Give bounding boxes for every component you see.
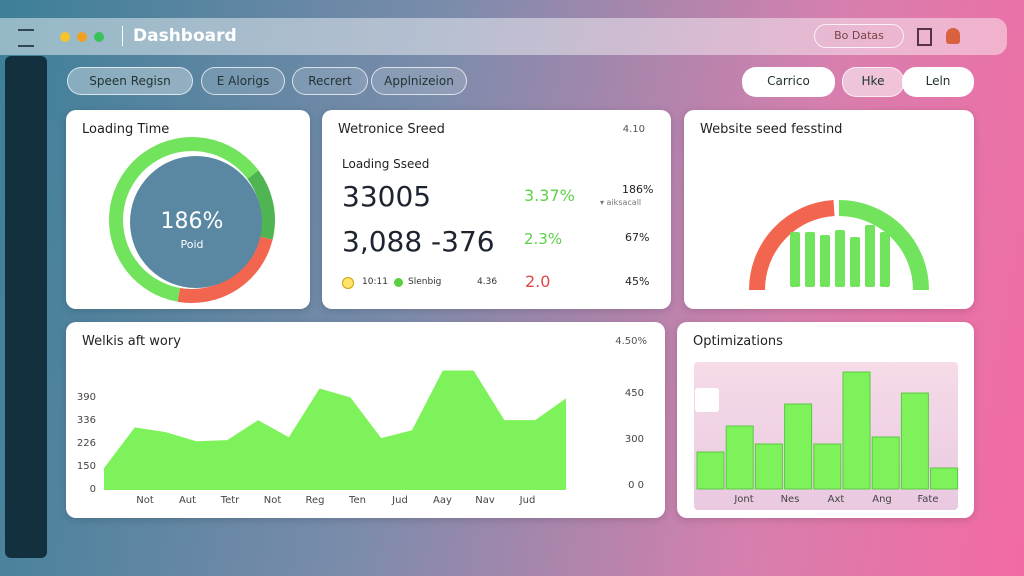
area xyxy=(104,370,566,490)
bar xyxy=(871,436,900,490)
x-tick-label: Ang xyxy=(872,494,892,505)
bar xyxy=(930,467,959,490)
footer-icon xyxy=(342,277,354,289)
filter-pill[interactable]: Speen Regisn xyxy=(67,67,193,95)
sidebar xyxy=(5,56,47,558)
doc-icon[interactable] xyxy=(917,28,932,46)
x-tick-label: Not xyxy=(264,495,282,506)
loading-time-card: Loading Time 186% Poid xyxy=(66,110,310,309)
optimizations-card: Optimizations Jont Nes Axt Ang Fate xyxy=(677,322,974,518)
footer-text: Slenbig xyxy=(408,277,442,287)
gauge-arc-green xyxy=(838,200,929,291)
y-tick-label: 390 xyxy=(77,392,96,403)
dot-yellow xyxy=(60,32,70,42)
corner-text: 4.10 xyxy=(622,124,645,135)
bar xyxy=(784,403,813,490)
x-tick-label: Fate xyxy=(917,494,938,505)
filter-pill[interactable]: Recrert xyxy=(292,67,368,95)
avatar[interactable] xyxy=(946,28,960,44)
change: 2.3% xyxy=(524,230,563,248)
dropdown[interactable]: Leln xyxy=(902,67,974,97)
card-title: Optimizations xyxy=(693,334,783,349)
gauge-bar xyxy=(820,235,830,287)
top-bar: Dashboard Bo Datas xyxy=(0,18,1007,55)
gauge-bar xyxy=(790,232,800,287)
activity-card: Welkis aft wory 4.50% 390 336 226 150 0 450 30… xyxy=(66,322,665,518)
change: 3.37% xyxy=(524,186,575,205)
x-tick-label: Aay xyxy=(433,495,452,506)
donut-label: Poid xyxy=(180,238,203,251)
x-tick-label: Jud xyxy=(519,495,536,506)
footer-value: 2.0 xyxy=(525,272,551,291)
gauge-bar xyxy=(850,237,860,287)
y-tick-label: 336 xyxy=(77,415,96,426)
y-tick-label: 226 xyxy=(77,438,96,449)
area-chart: 390 336 226 150 0 450 300 0 0 Not Aut Tetr Not Reg Te… xyxy=(77,370,644,506)
note: ▾ aiksacall xyxy=(600,198,642,207)
donut: 186% Poid xyxy=(108,137,275,303)
y-tick-label: 0 0 xyxy=(628,480,644,491)
subtitle: Loading Sseed xyxy=(342,157,430,171)
status-dot xyxy=(394,278,403,287)
gauge-bar xyxy=(805,232,815,287)
gauge-arc-red xyxy=(748,200,835,291)
app-title: Dashboard xyxy=(122,26,237,46)
footer-text: 10:11 xyxy=(362,277,388,287)
bar-chart: Jont Nes Axt Ang Fate xyxy=(694,362,959,510)
x-tick-label: Not xyxy=(136,495,154,506)
card-title: Welkis aft wory xyxy=(82,334,181,349)
gauge-card: Website seed fesstind xyxy=(684,110,974,309)
metric: 33005 xyxy=(342,180,432,213)
bar xyxy=(754,443,783,490)
dot-green xyxy=(94,32,104,42)
filter-pill[interactable]: Applnizeion xyxy=(371,67,467,95)
bar xyxy=(813,443,842,490)
bar xyxy=(900,392,929,490)
tool-button[interactable] xyxy=(695,388,719,412)
gauge xyxy=(748,200,929,291)
x-tick-label: Aut xyxy=(179,495,196,506)
y-tick-label: 150 xyxy=(77,461,96,472)
toggle[interactable]: Hke xyxy=(842,67,904,97)
y-tick-label: 450 xyxy=(625,388,644,399)
gauge-bar xyxy=(835,230,845,287)
x-tick-label: Jont xyxy=(733,494,753,505)
donut-center xyxy=(130,156,262,288)
x-tick-label: Axt xyxy=(828,494,845,505)
footer-pct: 45% xyxy=(625,275,650,288)
filter-pill[interactable]: E Alorigs xyxy=(201,67,285,95)
search-text: Bo Datas xyxy=(834,29,884,42)
pct: 67% xyxy=(625,231,650,244)
dot-orange xyxy=(77,32,87,42)
donut-segment xyxy=(108,137,275,303)
gauge-bar xyxy=(865,225,875,287)
card-title: Website seed fesstind xyxy=(700,122,843,137)
bar xyxy=(842,371,871,490)
donut-value: 186% xyxy=(161,209,224,234)
speed-card: Wetronice Sreed 4.10 Loading Sseed 33005… xyxy=(322,110,671,309)
card-title: Wetronice Sreed xyxy=(338,122,445,137)
x-tick-label: Reg xyxy=(306,495,325,506)
corner-text: 4.50% xyxy=(615,336,647,347)
x-tick-label: Jud xyxy=(391,495,408,506)
x-tick-label: Ten xyxy=(348,495,366,506)
dropdown[interactable]: Carrico xyxy=(742,67,835,97)
pct: 186% xyxy=(622,183,654,196)
x-tick-label: Nav xyxy=(475,495,495,506)
x-tick-label: Tetr xyxy=(220,495,240,506)
menu-icon[interactable] xyxy=(18,29,34,47)
bar xyxy=(725,425,754,490)
gauge-bar xyxy=(880,232,890,287)
x-tick-label: Nes xyxy=(781,494,800,505)
y-tick-label: 0 xyxy=(90,484,96,495)
donut-segment xyxy=(108,137,275,303)
footer-text: 4.36 xyxy=(477,277,498,287)
metric: 3,088 -376 xyxy=(342,225,495,258)
card-title: Loading Time xyxy=(82,122,170,137)
y-tick-label: 300 xyxy=(625,434,644,445)
search[interactable]: Bo Datas xyxy=(814,24,904,48)
bar xyxy=(696,451,725,490)
